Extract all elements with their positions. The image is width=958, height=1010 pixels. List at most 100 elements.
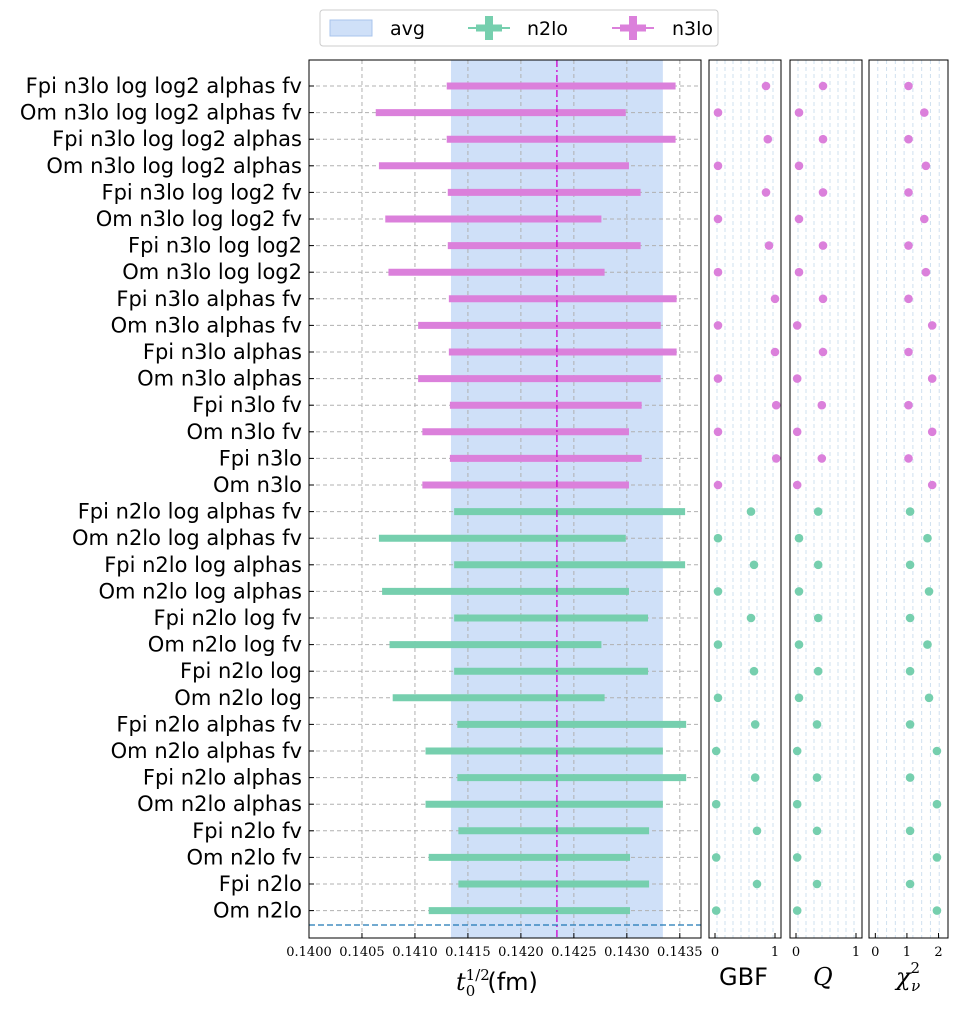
chi2-point — [932, 799, 942, 809]
chi2-frame — [868, 59, 949, 939]
x-tick-label: 0.1420 — [498, 945, 544, 960]
q-point — [792, 480, 802, 490]
q-point — [812, 720, 822, 729]
q-point — [817, 400, 827, 410]
q-point — [817, 454, 827, 463]
chi2-point — [904, 188, 913, 197]
q-point — [812, 773, 822, 782]
x-tick-label: 0.1415 — [445, 945, 491, 960]
gbf-point — [713, 374, 723, 383]
model-label: Fpi n3lo alphas fv — [116, 287, 302, 311]
gbf-point — [713, 108, 723, 117]
gbf-point — [749, 560, 759, 570]
legend-n3lo-swatch — [612, 16, 654, 40]
gbf-point — [713, 693, 723, 703]
chi2-point — [905, 666, 915, 676]
x-tick-label: 0.1400 — [286, 945, 332, 960]
gbf-point — [763, 134, 773, 144]
gbf-tick-label: 0 — [711, 945, 719, 960]
chi2-tick-label: 0 — [871, 945, 879, 960]
model-label: Fpi n2lo — [219, 872, 302, 896]
chi2-point — [924, 693, 934, 703]
model-label: Fpi n3lo — [219, 446, 302, 470]
gbf-point — [711, 853, 721, 862]
x-tick-label: 0.1435 — [657, 945, 703, 960]
model-label: Om n3lo log log2 fv — [96, 207, 302, 231]
main-x-ticks: 0.1400 0.1405 0.1410 0.1415 0.1420 0.1425 0.14… — [286, 933, 703, 960]
model-label: Fpi n3lo log log2 alphas — [52, 127, 302, 151]
model-label: Om n2lo log alphas fv — [72, 526, 302, 550]
q-point — [792, 374, 802, 383]
q-point — [812, 879, 822, 889]
chi2-point — [905, 773, 915, 782]
model-label: Om n2lo log fv — [148, 633, 302, 657]
chi2-point — [932, 906, 942, 915]
gbf-point — [711, 746, 721, 756]
q-point — [813, 666, 823, 676]
chi2-point — [927, 321, 937, 330]
x-tick-label: 0.1405 — [339, 945, 385, 960]
gbf-point — [713, 267, 723, 277]
model-label: Fpi n2lo log — [180, 659, 302, 683]
chi2-point — [932, 746, 942, 756]
model-label: Om n3lo log log2 — [122, 260, 302, 284]
model-label: Om n2lo fv — [186, 845, 302, 869]
chi2-point — [905, 720, 915, 729]
chi2-point — [927, 374, 937, 383]
model-label: Fpi n3lo log log2 fv — [101, 180, 302, 204]
gbf-point — [764, 241, 774, 250]
q-point — [794, 640, 804, 649]
gbf-point — [713, 640, 723, 649]
x-tick-label: 0.1410 — [392, 945, 438, 960]
model-label: Om n3lo log log2 alphas — [46, 154, 302, 178]
q-point — [794, 267, 804, 277]
chi2-point — [905, 613, 915, 623]
chi2-point — [927, 427, 937, 437]
legend-avg-label: avg — [390, 18, 425, 40]
q-point — [812, 826, 822, 836]
gbf-point — [761, 81, 771, 91]
legend-n2lo-label: n2lo — [527, 18, 568, 40]
gbf-axis-label: GBF — [719, 963, 768, 991]
q-tick-label: 1 — [852, 945, 860, 960]
gbf-point — [750, 773, 760, 782]
chi2-point — [920, 108, 929, 117]
gbf-point — [752, 826, 762, 836]
model-labels: Fpi n3lo log log2 alphas fv Om n3lo log l… — [20, 74, 314, 923]
model-label: Om n3lo log log2 alphas fv — [20, 101, 302, 125]
q-tick-label: 0 — [792, 945, 800, 960]
q-point — [813, 507, 823, 516]
q-point — [792, 427, 802, 437]
model-label: Om n2lo log alphas — [98, 579, 302, 603]
q-point — [818, 294, 828, 304]
model-label: Fpi n2lo alphas — [143, 766, 302, 790]
chi2-panel: 0 1 2 — [868, 59, 949, 960]
q-point — [818, 241, 828, 250]
legend-frame — [319, 9, 719, 47]
gbf-point — [713, 587, 723, 596]
chi2-point — [920, 214, 929, 224]
gbf-point — [713, 480, 723, 490]
model-label: Fpi n2lo fv — [192, 819, 302, 843]
gbf-point — [711, 799, 721, 809]
model-label: Fpi n3lo fv — [192, 393, 302, 417]
chi2-point — [904, 241, 913, 250]
chi2-point — [927, 480, 937, 490]
gbf-point — [750, 720, 760, 729]
model-label: Fpi n2lo log alphas — [104, 553, 302, 577]
chi2-tick-label: 2 — [934, 945, 942, 960]
gbf-point — [749, 666, 759, 676]
legend: avg n2lo n3lo — [319, 9, 719, 47]
q-point — [792, 906, 802, 915]
model-label: Fpi n2lo alphas fv — [116, 712, 302, 736]
q-point — [792, 853, 802, 862]
main-x-label: t1/2 0 (fm) — [456, 966, 538, 1000]
chi2-point — [905, 560, 915, 570]
chi2-axis-label: χ2 ν — [894, 959, 920, 995]
chi2-point — [924, 587, 934, 596]
gbf-point — [713, 161, 723, 171]
q-point — [794, 533, 804, 543]
gbf-point — [713, 214, 723, 224]
chi2-point — [904, 294, 913, 304]
